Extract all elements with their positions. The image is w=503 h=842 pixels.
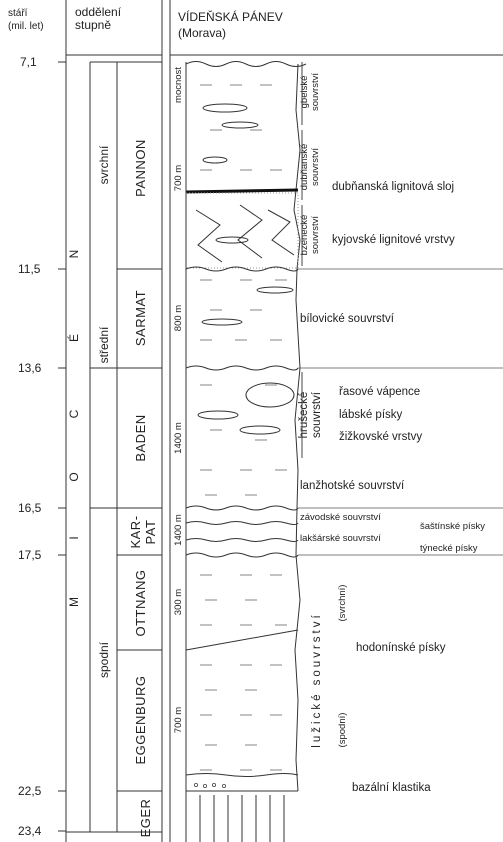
- sarmat-boundary: [185, 266, 299, 272]
- stage-karpat-1: KAR-: [128, 515, 143, 548]
- basal-circles: [193, 783, 226, 789]
- label-lanzhotske: lanžhotské souvrství: [300, 480, 405, 492]
- basin-subtitle: (Morava): [178, 26, 226, 40]
- thickness-eggenburg: 700 m: [173, 707, 184, 733]
- stage-sarmat: SARMAT: [133, 290, 148, 346]
- label-bilovicke: bílovické souvrství: [300, 313, 395, 325]
- age-label-6: 22,5: [18, 784, 42, 798]
- age-ticks: [58, 61, 66, 832]
- subepoch-upper: svrchní: [97, 145, 111, 184]
- subepoch-lower: spodní: [97, 641, 111, 678]
- ottnang-boundary: [185, 552, 299, 558]
- division-header-1: oddělení: [75, 5, 122, 19]
- lignite-zigzag: [195, 204, 295, 263]
- epoch-letter-i: I: [67, 536, 81, 539]
- thickness-pannon: 700 m: [173, 165, 184, 191]
- label-tynecke: týnecké písky: [420, 543, 478, 554]
- label-sastinske: šaštínské písky: [420, 521, 485, 532]
- stage-baden: BADEN: [133, 414, 148, 461]
- sand-lenses: [197, 103, 295, 435]
- formation-gbelske-2: souvrství: [310, 73, 321, 111]
- stage-ottnang: OTTNANG: [133, 569, 148, 636]
- age-label-2: 11,5: [18, 262, 41, 276]
- label-laksarske: lakšárské souvrství: [300, 533, 381, 544]
- stage-pannon: PANNON: [133, 139, 148, 197]
- basal-line-1: [185, 773, 299, 777]
- division-header-2: stupně: [75, 18, 111, 32]
- baden-boundary: [185, 365, 299, 371]
- label-kyjovske: kyjovské lignitové vrstvy: [332, 234, 455, 246]
- label-hodoninske: hodonínské písky: [356, 642, 446, 654]
- label-zavodske: závodské souvrství: [300, 512, 381, 523]
- karpat-boundary: [185, 505, 299, 511]
- label-labske: lábské písky: [339, 409, 403, 421]
- formation-bzenecke-1: bzenecké: [299, 215, 310, 256]
- epoch-letter-o: O: [67, 472, 81, 481]
- basin-column: [185, 61, 503, 842]
- epoch-letter-c: C: [67, 409, 81, 418]
- stage-boundaries: [66, 61, 162, 833]
- eger-lines: [199, 795, 285, 842]
- formation-luzicke-spodni: (spodní): [337, 713, 348, 748]
- formation-hrusecke-2: souvrství: [311, 391, 323, 438]
- formation-gbelske-1: gbelské: [299, 76, 310, 109]
- thickness-ottnang: 300 m: [173, 589, 184, 615]
- age-label-5: 17,5: [18, 548, 42, 562]
- stage-karpat-2: PAT: [143, 520, 158, 545]
- formation-luzicke: lužické souvrství: [311, 612, 323, 747]
- label-rasove: řasové vápence: [339, 386, 420, 398]
- thickness-karpat: 1400 m: [173, 514, 184, 546]
- age-label-4: 16,5: [18, 501, 42, 515]
- epoch-letter-e: É: [66, 334, 81, 342]
- formation-hrusecke-1: hrušecké: [298, 392, 310, 439]
- label-dubnanska-sloj: dubňanská lignitová sloj: [332, 181, 454, 193]
- age-header-2: (mil. let): [8, 21, 44, 32]
- epoch-letters: N É C O I M: [66, 250, 81, 607]
- thickness-baden: 1400 m: [173, 422, 184, 454]
- basin-title: VÍDEŇSKÁ PÁNEV: [178, 9, 283, 24]
- clay-dashes: [200, 84, 287, 771]
- coal-seam: [185, 188, 299, 194]
- label-bazalni: bazální klastika: [352, 782, 431, 794]
- stage-eger: EGER: [138, 799, 153, 838]
- formation-luzicke-svrchni: (svrchní): [337, 585, 348, 622]
- formation-dubnanske-2: souvrství: [310, 148, 321, 186]
- formation-dubnanske-1: dubňanské: [299, 144, 310, 190]
- age-label-3: 13,6: [18, 361, 42, 375]
- formation-bzenecke-2: souvrství: [310, 216, 321, 254]
- age-label-1: 7,1: [20, 55, 37, 69]
- epoch-letter-n: N: [67, 250, 81, 259]
- age-header-1: stáří: [8, 8, 28, 19]
- epoch-letter-m: M: [67, 597, 81, 607]
- stage-eggenburg: EGGENBURG: [133, 675, 148, 764]
- hodoninske-wedge: [185, 629, 299, 651]
- thickness-sarmat: 800 m: [173, 305, 184, 331]
- subepoch-middle: střední: [97, 326, 111, 363]
- age-label-7: 23,4: [18, 824, 42, 838]
- thickness-label-header: mocnost: [173, 67, 184, 103]
- label-zizkovske: žižkovské vrstvy: [339, 431, 422, 443]
